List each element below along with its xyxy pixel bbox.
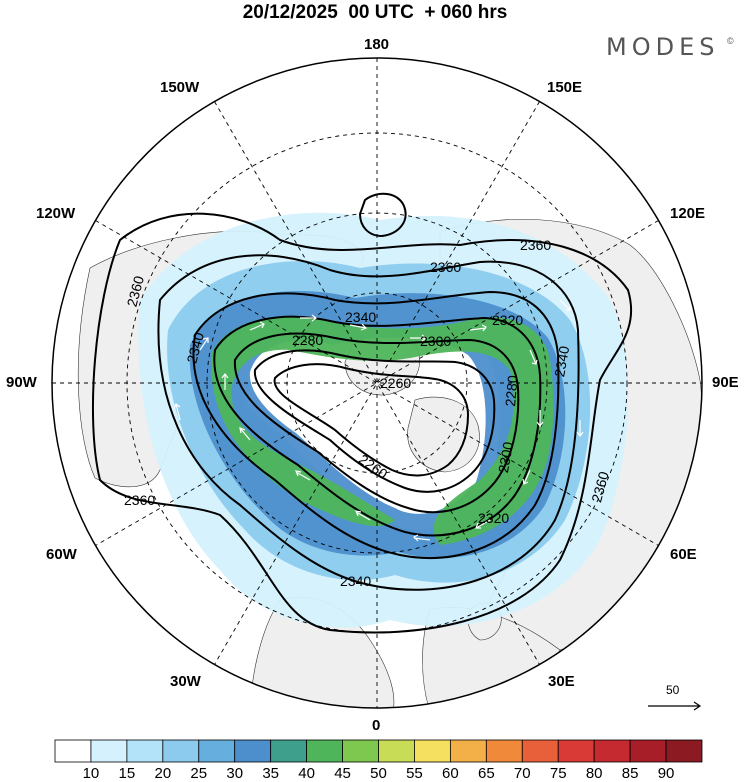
wind-vectors (173, 299, 584, 542)
contour-label: 2360 (430, 259, 461, 275)
lon-label-150e: 150E (547, 79, 583, 96)
lon-label-60w: 60W (46, 546, 77, 563)
wind-scale-value: 50 (666, 683, 680, 697)
legend-label: 75 (549, 765, 567, 782)
map-border (51, 57, 703, 709)
lon-label-top: 180 (364, 36, 390, 53)
legend-label: 60 (442, 765, 459, 782)
legend-swatch (449, 739, 487, 763)
legend-swatch (629, 739, 667, 763)
contour-label: 2320 (478, 510, 509, 526)
legend-label: 70 (513, 765, 531, 782)
legend-label: 90 (657, 765, 675, 782)
legend-swatch (342, 739, 379, 763)
contour-label: 2340 (345, 309, 376, 325)
contour-label: 2320 (492, 312, 523, 328)
legend-swatch (378, 739, 415, 763)
contour-label: 2340 (183, 330, 207, 364)
legend-swatch (485, 739, 523, 763)
color-legend (54, 739, 703, 763)
lon-label-left: 90W (6, 374, 37, 391)
contour-label: 2340 (340, 573, 371, 589)
lon-label-120e: 120E (670, 205, 706, 222)
contour-label: 2280 (502, 374, 521, 407)
map-title: 20/12/2025 00 UTC + 060 hrs (242, 2, 508, 23)
legend-swatch (90, 739, 128, 763)
legend-label: 15 (118, 765, 136, 782)
contour-label: 2360 (588, 470, 612, 504)
legend-swatch (593, 739, 631, 763)
legend-label: 35 (262, 765, 279, 782)
height-contours (91, 192, 633, 634)
legend-label: 65 (477, 765, 495, 782)
lon-label-right: 90E (712, 374, 739, 391)
legend-swatch (414, 739, 451, 763)
legend-swatch (270, 739, 308, 763)
lon-label-30w: 30W (170, 673, 201, 690)
legend-swatch (162, 739, 200, 763)
legend-swatch (306, 739, 343, 763)
legend-swatch (557, 739, 595, 763)
legend-label: 20 (154, 765, 172, 782)
lon-label-bottom: 0 (372, 717, 381, 734)
legend-label: 85 (621, 765, 639, 782)
legend-swatch (234, 739, 272, 763)
brand-logo: MODES (606, 33, 720, 61)
legend-label: 40 (298, 765, 315, 782)
legend-label: 10 (82, 765, 100, 782)
contour-label: 2300 (495, 440, 516, 474)
contour-label: 2280 (292, 332, 323, 348)
legend-label: 50 (370, 765, 387, 782)
legend-label: 45 (334, 765, 351, 782)
legend-label: 80 (585, 765, 603, 782)
contour-label: 2360 (124, 274, 148, 308)
legend-swatch (665, 739, 703, 763)
wind-scale-arrow (648, 701, 702, 711)
contour-label: 2260 (380, 375, 411, 391)
legend-swatch (126, 739, 164, 763)
legend-label: 30 (226, 765, 244, 782)
legend-swatch (54, 739, 92, 763)
contour-label: 2360 (520, 237, 551, 253)
lon-label-120w: 120W (36, 205, 76, 222)
lon-label-150w: 150W (160, 79, 200, 96)
legend-swatch (198, 739, 236, 763)
copyright-mark: © (727, 36, 734, 46)
contour-label: 2300 (420, 333, 451, 349)
lon-label-60e: 60E (670, 546, 697, 563)
contour-label: 2340 (551, 344, 572, 378)
lon-label-30e: 30E (548, 673, 575, 690)
legend-swatch (521, 739, 559, 763)
contour-label: 2360 (124, 492, 155, 508)
legend-label: 55 (406, 765, 423, 782)
legend-label: 25 (190, 765, 208, 782)
